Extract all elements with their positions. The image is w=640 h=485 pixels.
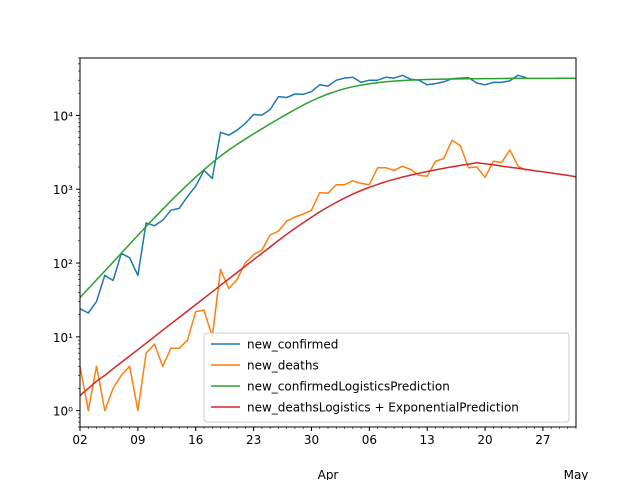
x-tick-label: 09 (130, 433, 145, 447)
x-month-label: May (564, 468, 589, 480)
series-line-2 (79, 77, 576, 299)
legend-label-3: new_deathsLogistics + ExponentialPredict… (247, 401, 519, 415)
x-month-label: Apr (318, 468, 339, 480)
legend-label-2: new_confirmedLogisticsPrediction (247, 380, 450, 394)
legend: new_confirmed new_deaths new_confirmedLogi… (203, 332, 570, 423)
x-tick-label: 16 (188, 433, 203, 447)
x-tick-label: 30 (304, 433, 319, 447)
axes: 02 09 16 23 30 06 13 20 27 Apr May 10⁰ 10¹ 10² 10³ 10⁴ (53, 57, 589, 482)
y-tick-label: 10¹ (53, 331, 73, 345)
x-tick-label: 23 (246, 433, 261, 447)
y-tick-label: 10⁰ (53, 405, 73, 419)
series-line-1 (79, 139, 527, 412)
legend-label-1: new_deaths (247, 359, 319, 373)
y-tick-label: 10⁴ (53, 109, 73, 123)
series-lines (79, 74, 577, 412)
y-tick-label: 10³ (53, 183, 73, 197)
x-tick-label: 13 (420, 433, 435, 447)
series-line-0 (79, 74, 527, 314)
legend-box (203, 332, 570, 423)
series-line-3 (79, 162, 577, 397)
legend-label-0: new_confirmed (247, 338, 338, 352)
x-tick-label: 02 (72, 433, 87, 447)
y-tick-label: 10² (53, 257, 73, 271)
x-tick-label: 20 (477, 433, 492, 447)
x-tick-label: 27 (535, 433, 550, 447)
x-tick-label: 06 (362, 433, 377, 447)
